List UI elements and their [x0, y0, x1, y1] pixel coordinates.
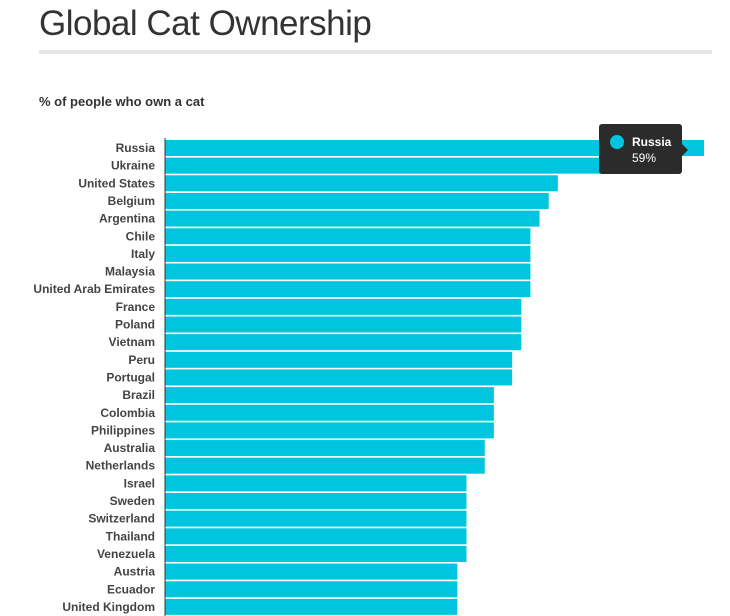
bar-netherlands[interactable]	[165, 457, 485, 474]
category-label: Israel	[124, 476, 155, 490]
category-label: Sweden	[110, 494, 155, 508]
category-label: Netherlands	[86, 459, 156, 473]
bar-israel[interactable]	[165, 475, 467, 492]
category-label: Portugal	[106, 370, 155, 384]
category-label: Poland	[115, 318, 155, 332]
title-divider	[39, 50, 712, 54]
category-label: Argentina	[99, 212, 155, 226]
bar-united-states[interactable]	[165, 175, 558, 192]
chart-subtitle: % of people who own a cat	[39, 94, 205, 109]
bar-switzerland[interactable]	[165, 510, 467, 527]
bar-belgium[interactable]	[165, 192, 549, 209]
category-label: Vietnam	[109, 335, 155, 349]
category-label: France	[116, 300, 156, 314]
bar-vietnam[interactable]	[165, 334, 522, 351]
tooltip-name: Russia	[632, 135, 672, 149]
category-label: Ukraine	[111, 159, 155, 173]
page-title: Global Cat Ownership	[39, 4, 372, 43]
category-label: United States	[78, 176, 155, 190]
category-label: Brazil	[122, 388, 155, 402]
bar-malaysia[interactable]	[165, 263, 531, 280]
category-label: Malaysia	[105, 265, 155, 279]
category-label: Switzerland	[88, 512, 155, 526]
tooltip-value: 59%	[632, 151, 657, 165]
category-label: Austria	[114, 565, 156, 579]
tooltip: Russia 59%	[599, 124, 688, 174]
category-label: United Arab Emirates	[33, 282, 155, 296]
bar-chile[interactable]	[165, 228, 531, 245]
bar-ukraine[interactable]	[165, 157, 613, 174]
category-label: Italy	[131, 247, 155, 261]
bar-united-kingdom[interactable]	[165, 598, 458, 615]
bar-philippines[interactable]	[165, 422, 494, 439]
category-label: Venezuela	[97, 547, 155, 561]
category-label: Russia	[116, 141, 156, 155]
category-label: Chile	[126, 229, 156, 243]
bar-united-arab-emirates[interactable]	[165, 281, 531, 298]
bar-ecuador[interactable]	[165, 581, 458, 598]
bar-portugal[interactable]	[165, 369, 513, 386]
bar-sweden[interactable]	[165, 493, 467, 509]
bar-austria[interactable]	[165, 563, 458, 580]
bar-australia[interactable]	[165, 440, 485, 457]
bar-brazil[interactable]	[165, 387, 494, 404]
category-label: Thailand	[106, 529, 155, 543]
category-label: Colombia	[100, 406, 155, 420]
bar-venezuela[interactable]	[165, 545, 467, 562]
bar-peru[interactable]	[165, 351, 513, 368]
bar-thailand[interactable]	[165, 528, 467, 545]
bar-italy[interactable]	[165, 245, 531, 262]
bar-poland[interactable]	[165, 316, 522, 333]
bar-france[interactable]	[165, 298, 522, 315]
bar-argentina[interactable]	[165, 210, 540, 227]
category-label: Ecuador	[107, 582, 155, 596]
category-label: Peru	[128, 353, 155, 367]
bar-colombia[interactable]	[165, 404, 494, 421]
category-label: United Kingdom	[62, 600, 155, 614]
series-dot-icon	[610, 135, 624, 149]
category-label: Philippines	[91, 423, 155, 437]
category-label: Australia	[104, 441, 156, 455]
bar-russia[interactable]	[165, 140, 704, 156]
category-label: Belgium	[108, 194, 155, 208]
